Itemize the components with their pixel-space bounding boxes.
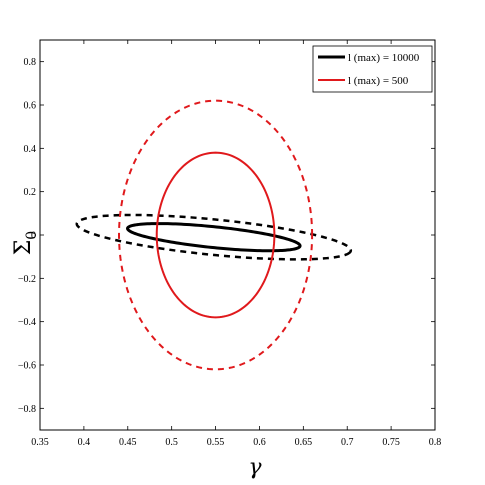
- contour-0: [126, 222, 302, 253]
- y-axis-label-sub: 0: [24, 231, 40, 240]
- y-tick-label: 0: [31, 231, 36, 242]
- x-axis-label: γ: [248, 455, 262, 480]
- y-tick-label: 0.4: [24, 144, 37, 155]
- x-tick-label: 0.55: [207, 437, 225, 448]
- legend-label-1: l (max) = 500: [348, 75, 409, 87]
- y-tick-label: −0.4: [18, 317, 36, 328]
- contour-2: [155, 151, 276, 319]
- x-tick-label: 0.75: [382, 437, 400, 448]
- x-tick-label: 0.6: [253, 437, 266, 448]
- legend-box: [312, 45, 433, 93]
- x-tick-label: 0.35: [31, 437, 49, 448]
- y-axis-label: Σ0: [11, 231, 40, 255]
- contour-3: [117, 99, 314, 371]
- y-tick-label: 0.2: [24, 187, 37, 198]
- legend: l (max) = 10000 l (max) = 500: [312, 45, 433, 93]
- y-tick-label: −0.2: [18, 274, 36, 285]
- legend-label-0: l (max) = 10000: [348, 52, 420, 64]
- y-tick-label: −0.8: [18, 404, 36, 415]
- x-tick-label: 0.8: [429, 437, 442, 448]
- contours: [75, 99, 353, 371]
- y-tick-label: 0.8: [24, 57, 37, 68]
- x-tick-label: 0.7: [341, 437, 354, 448]
- y-tick-label: −0.6: [18, 361, 36, 372]
- x-tick-label: 0.45: [119, 437, 137, 448]
- y-tick-label: 0.6: [24, 101, 37, 112]
- y-axis-label-main: Σ: [11, 240, 36, 256]
- x-tick-label: 0.5: [165, 437, 178, 448]
- svg-text:Σ0: Σ0: [11, 231, 40, 255]
- ticks: 0.35 0.4 0.45 0.5 0.55 0.6 0.65 0.7 0.75 0.8 −0.8 −…: [18, 40, 441, 448]
- x-tick-label: 0.4: [78, 437, 91, 448]
- x-tick-label: 0.65: [295, 437, 313, 448]
